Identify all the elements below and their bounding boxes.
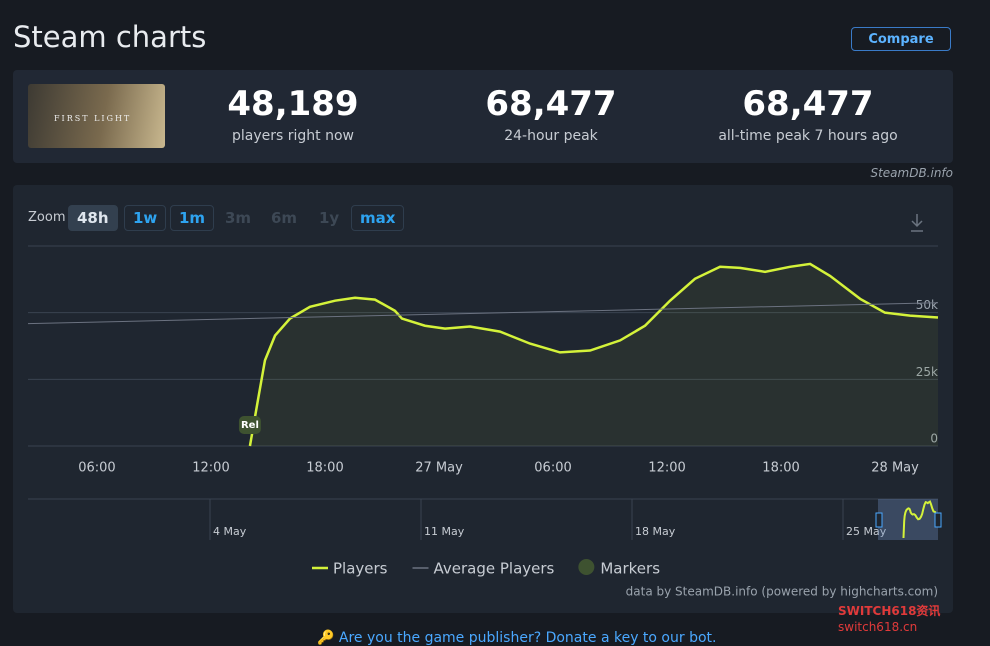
stat: 48,189 players right now xyxy=(163,84,423,144)
stats-panel xyxy=(13,70,953,163)
zoom-button: 1y xyxy=(310,205,348,231)
source-link[interactable]: SteamDB.info xyxy=(870,166,953,180)
zoom-button: 3m xyxy=(216,205,260,231)
stat-label: all-time peak 7 hours ago xyxy=(718,128,898,144)
stat-value: 68,477 xyxy=(485,84,617,124)
publisher-link[interactable]: 🔑 Are you the game publisher? Donate a k… xyxy=(317,630,717,646)
game-thumbnail: FIRST LIGHT xyxy=(28,84,165,148)
zoom-button[interactable]: 1m xyxy=(170,205,215,231)
watermark: SWITCH618资讯 switch618.cn xyxy=(838,603,940,635)
stat: 68,477 24-hour peak xyxy=(421,84,681,144)
zoom-button[interactable]: 48h xyxy=(68,205,118,231)
page-title: Steam charts xyxy=(13,20,207,54)
watermark-text: switch618.cn xyxy=(838,620,918,634)
zoom-button[interactable]: 1w xyxy=(124,205,167,231)
stat: 68,477 all-time peak 7 hours ago xyxy=(678,84,938,144)
thumbnail-text: FIRST LIGHT xyxy=(54,114,132,123)
watermark-text: SWITCH618资讯 xyxy=(838,604,941,618)
stat-label: 24-hour peak xyxy=(504,128,598,144)
chart-panel xyxy=(13,185,953,613)
stat-value: 68,477 xyxy=(742,84,874,124)
zoom-button: 6m xyxy=(262,205,306,231)
stat-value: 48,189 xyxy=(227,84,359,124)
stat-label: players right now xyxy=(232,128,354,144)
compare-button[interactable]: Compare xyxy=(851,27,951,51)
zoom-button[interactable]: max xyxy=(351,205,405,231)
publisher-link-text[interactable]: Are you the game publisher? Donate a key… xyxy=(338,630,717,646)
zoom-label: Zoom xyxy=(28,210,66,225)
